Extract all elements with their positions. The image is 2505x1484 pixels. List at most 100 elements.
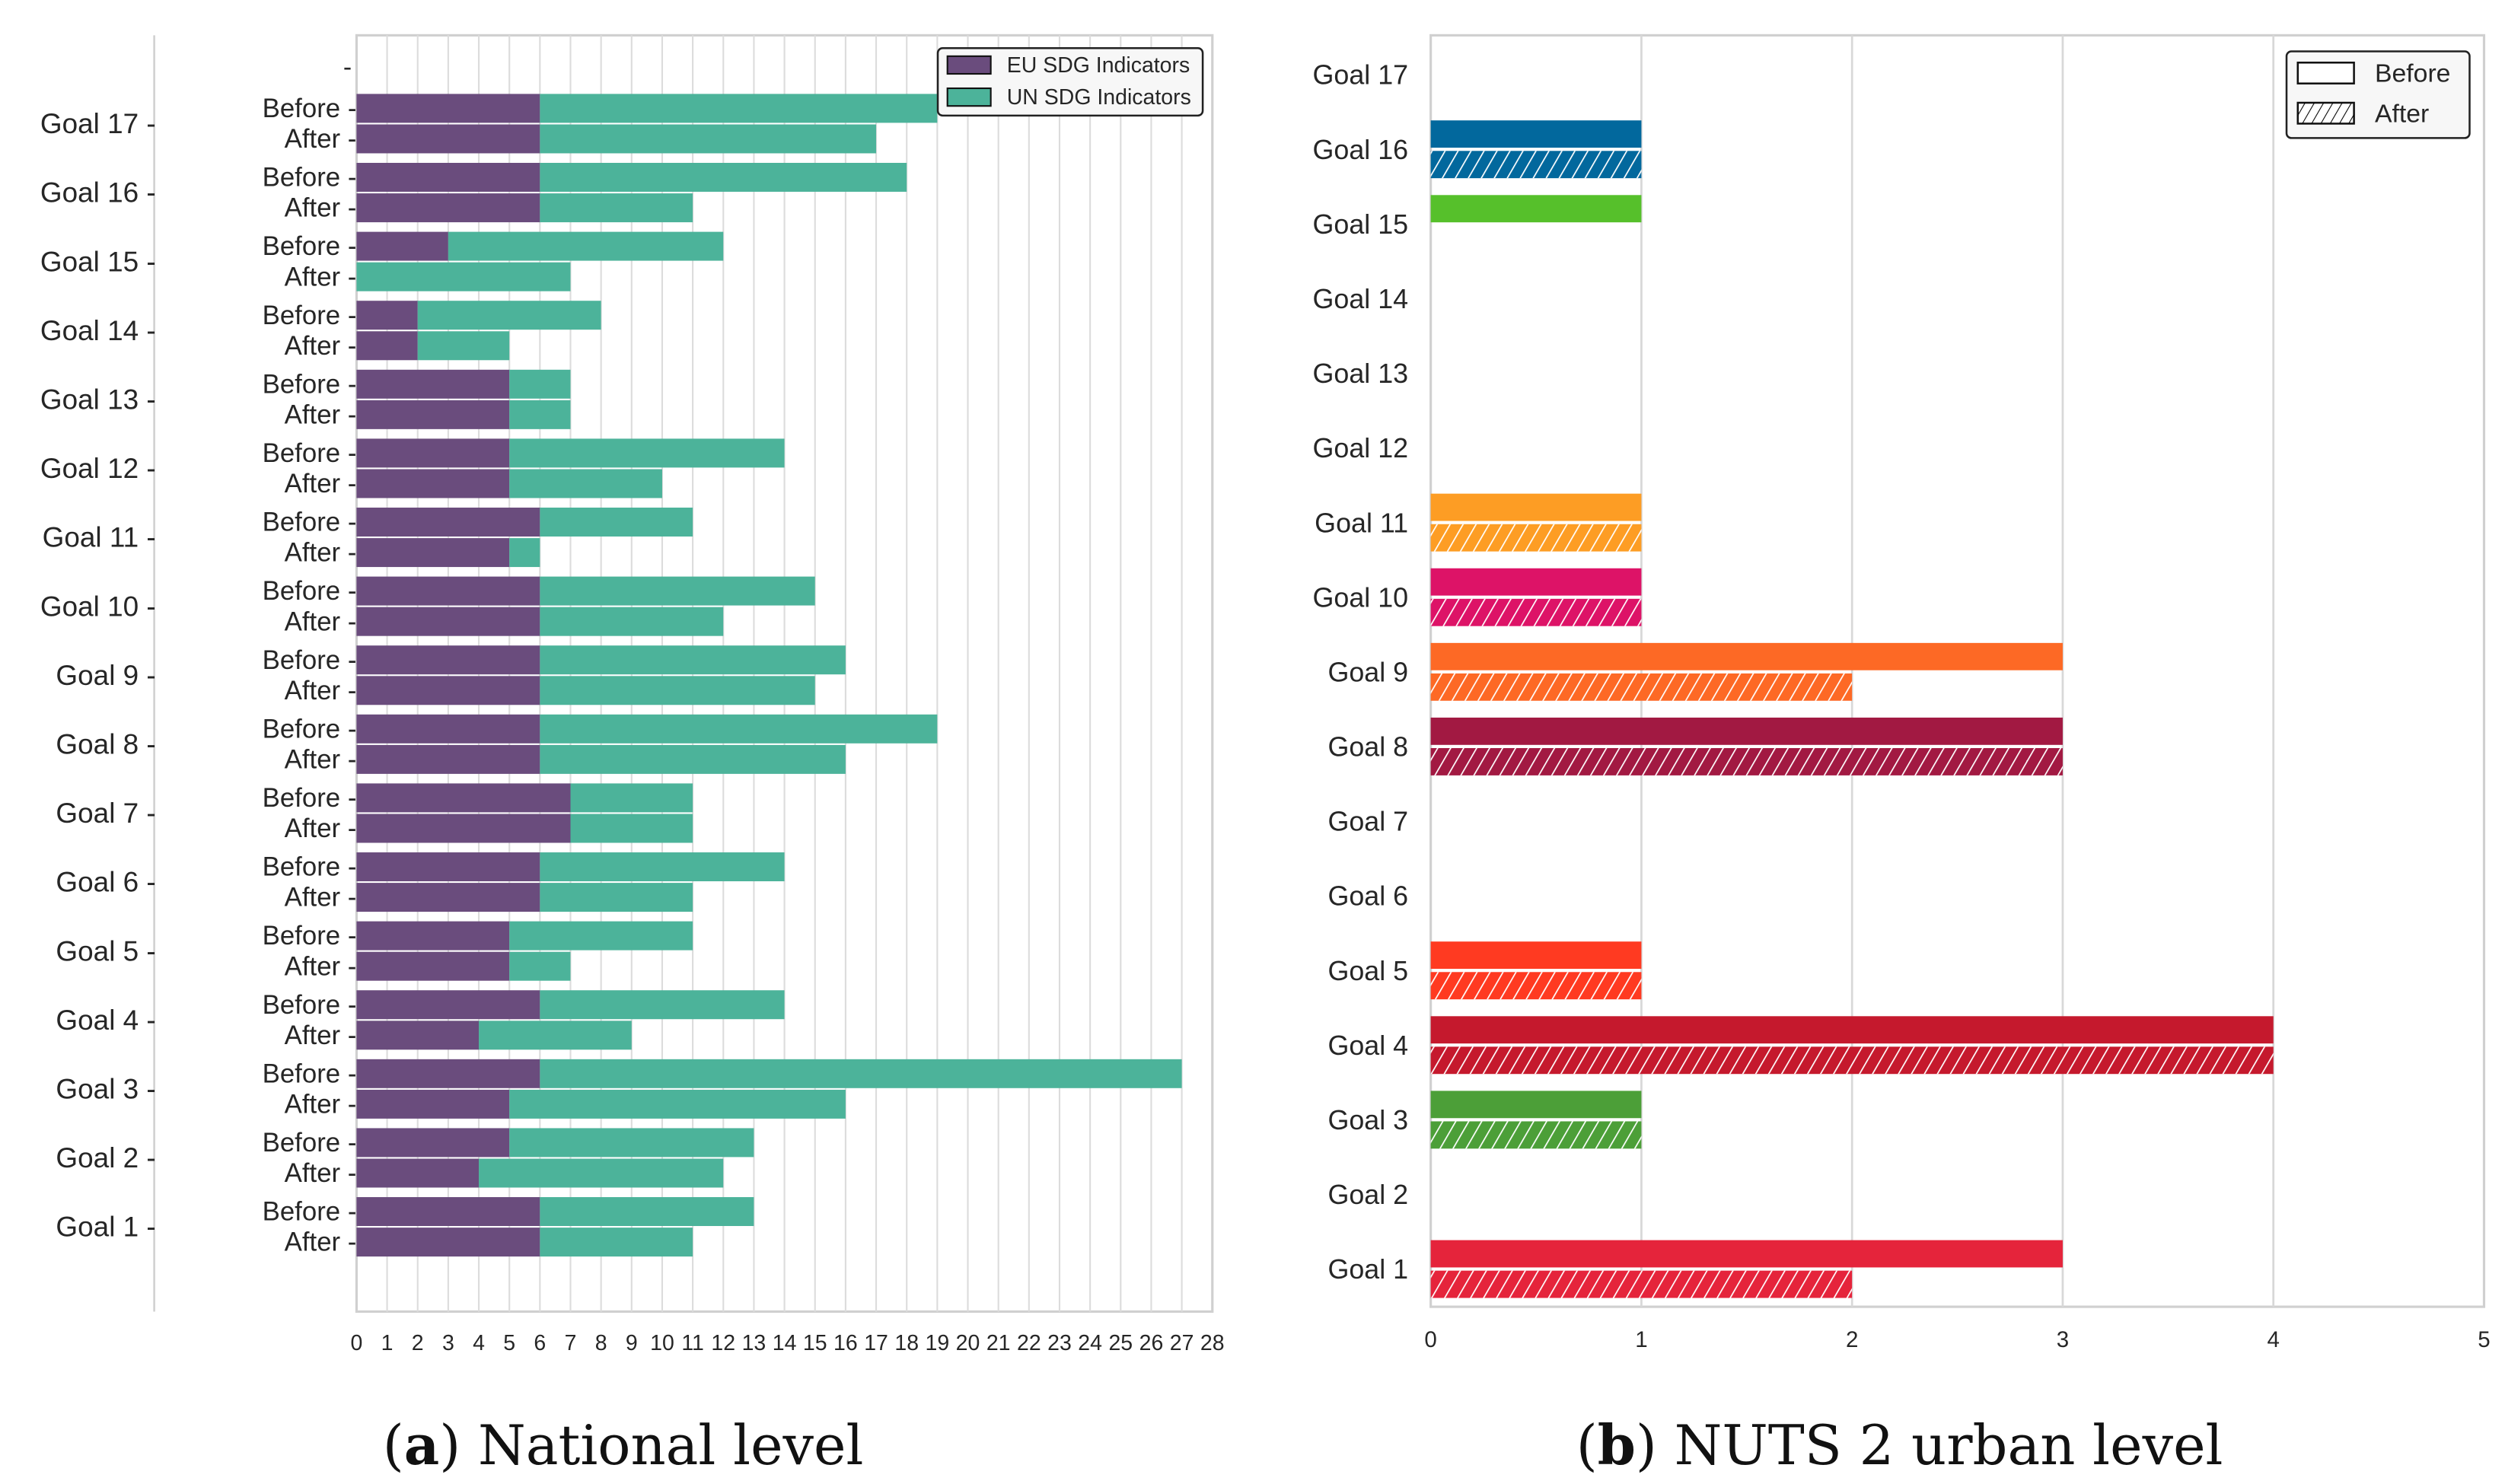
- goal-label: Goal 6: [1327, 881, 1408, 912]
- subcategory-label: After -: [285, 400, 357, 429]
- goal-label: Goal 9: [1327, 657, 1408, 687]
- goal-label: Goal 2: [1327, 1180, 1408, 1210]
- x-tick-label: 22: [1017, 1331, 1041, 1355]
- bar-un-after: [509, 951, 571, 981]
- bar-hatch: [1430, 1046, 2274, 1075]
- goal-label: Goal 14 -: [40, 315, 156, 346]
- bar-before: [1430, 195, 1642, 223]
- legend: EU SDG Indicators UN SDG Indicators: [936, 47, 1204, 117]
- subcategory-label: Before -: [263, 714, 357, 744]
- bar-before: [1430, 120, 1642, 148]
- bar-eu-after: [356, 676, 540, 705]
- subcategory-label: Before -: [263, 921, 357, 951]
- bar-eu-before: [356, 1059, 540, 1088]
- goal-label: Goal 12 -: [40, 453, 156, 484]
- bar-un-after: [540, 676, 815, 705]
- x-tick-label: 1: [381, 1331, 394, 1355]
- bar-un-before: [540, 1059, 1182, 1088]
- bar-eu-before: [356, 231, 448, 261]
- bar-eu-before: [356, 783, 571, 813]
- goal-label: Goal 13 -: [40, 384, 156, 415]
- bar-eu-after: [356, 607, 540, 636]
- subcategory-label: After -: [285, 607, 357, 636]
- bar-hatch: [1430, 1270, 1853, 1298]
- subcategory-label: Before -: [263, 852, 357, 882]
- x-tick-label: 20: [956, 1331, 980, 1355]
- bar-un-after: [540, 124, 877, 154]
- bar-un-after: [540, 883, 693, 912]
- x-tick-label: 0: [1424, 1327, 1436, 1352]
- bar-un-after: [540, 193, 693, 223]
- x-tick-label: 10: [650, 1331, 674, 1355]
- bar-un-after: [356, 262, 571, 291]
- national-level-chart: 0 1 2 3 4 5 6 7 8 9 10 11 12 13 14 15 16 17 18 19 20 21 22 23 24…: [40, 33, 1225, 1355]
- x-tick-label: 7: [565, 1331, 577, 1355]
- bar-eu-before: [356, 645, 540, 675]
- subcategory-label: Before -: [263, 94, 357, 123]
- subcategory-label: Before -: [263, 783, 357, 813]
- bar-hatch: [1430, 972, 1642, 1000]
- legend-label: Before: [2375, 59, 2450, 88]
- x-tick-label: 2: [1846, 1327, 1858, 1352]
- bar-un-before: [540, 714, 938, 744]
- bar-eu-after: [356, 951, 510, 981]
- legend: Before After: [2285, 50, 2471, 139]
- bar-eu-after: [356, 1089, 510, 1119]
- bar-eu-after: [356, 538, 510, 568]
- subcategory-label: Before -: [263, 990, 357, 1020]
- bar-un-before: [540, 990, 785, 1020]
- bar-eu-after: [356, 744, 540, 774]
- subcategory-label: Before -: [263, 576, 357, 606]
- goal-label: Goal 7: [1327, 807, 1408, 837]
- bar-un-before: [540, 576, 815, 606]
- bar-eu-before: [356, 369, 510, 399]
- bar-eu-after: [356, 1228, 540, 1257]
- subcategory-label: After -: [285, 538, 357, 568]
- bar-un-after: [417, 331, 510, 361]
- subcategory-label: Before -: [263, 1128, 357, 1158]
- bar-eu-after: [356, 469, 510, 498]
- bar-eu-before: [356, 921, 510, 951]
- bar-eu-after: [356, 124, 540, 154]
- subcategory-label: Before -: [263, 163, 357, 193]
- bar-eu-after: [356, 814, 571, 843]
- legend-label: After: [2375, 99, 2429, 128]
- goal-label: Goal 3 -: [56, 1074, 155, 1105]
- subcategory-label: After -: [285, 124, 357, 154]
- subcategory-label: After -: [285, 1021, 357, 1050]
- subcategory-label: Before -: [263, 508, 357, 537]
- goal-label: Goal 8: [1327, 732, 1408, 763]
- bar-hatch: [1430, 151, 1642, 179]
- x-tick-label: 2: [412, 1331, 424, 1355]
- subcategory-label: After -: [285, 676, 357, 705]
- bar-eu-before: [356, 1128, 510, 1158]
- bar-before: [1430, 1240, 2063, 1268]
- bar-un-before: [417, 301, 601, 330]
- legend-swatch: [946, 87, 992, 107]
- goal-label: Goal 14: [1313, 284, 1409, 314]
- goal-label: Goal 7 -: [56, 798, 155, 829]
- bar-eu-before: [356, 163, 540, 192]
- bar-before: [1430, 493, 1642, 521]
- bar-un-before: [540, 94, 938, 123]
- bar-eu-before: [356, 714, 540, 744]
- x-tick-label: 28: [1200, 1331, 1225, 1355]
- bar-before: [1430, 717, 2063, 745]
- goal-label: Goal 17 -: [40, 108, 156, 139]
- x-tick-label: 1: [1635, 1327, 1647, 1352]
- bar-un-before: [509, 921, 693, 951]
- bar-hatch: [1430, 673, 1853, 701]
- x-tick-label: 5: [2478, 1327, 2490, 1352]
- x-tick-label: 3: [442, 1331, 454, 1355]
- subcategory-label: After -: [285, 331, 357, 361]
- goal-label: Goal 6 -: [56, 867, 155, 898]
- x-tick-label: 18: [894, 1331, 919, 1355]
- goal-label: Goal 5: [1327, 956, 1408, 986]
- bar-un-after: [509, 469, 662, 498]
- bar-un-before: [509, 369, 571, 399]
- subcategory-label: Before -: [263, 645, 357, 675]
- bar-eu-after: [356, 331, 418, 361]
- bar-un-after: [509, 400, 571, 429]
- goal-label: Goal 16: [1313, 135, 1409, 165]
- goal-label: Goal 5 -: [56, 935, 155, 967]
